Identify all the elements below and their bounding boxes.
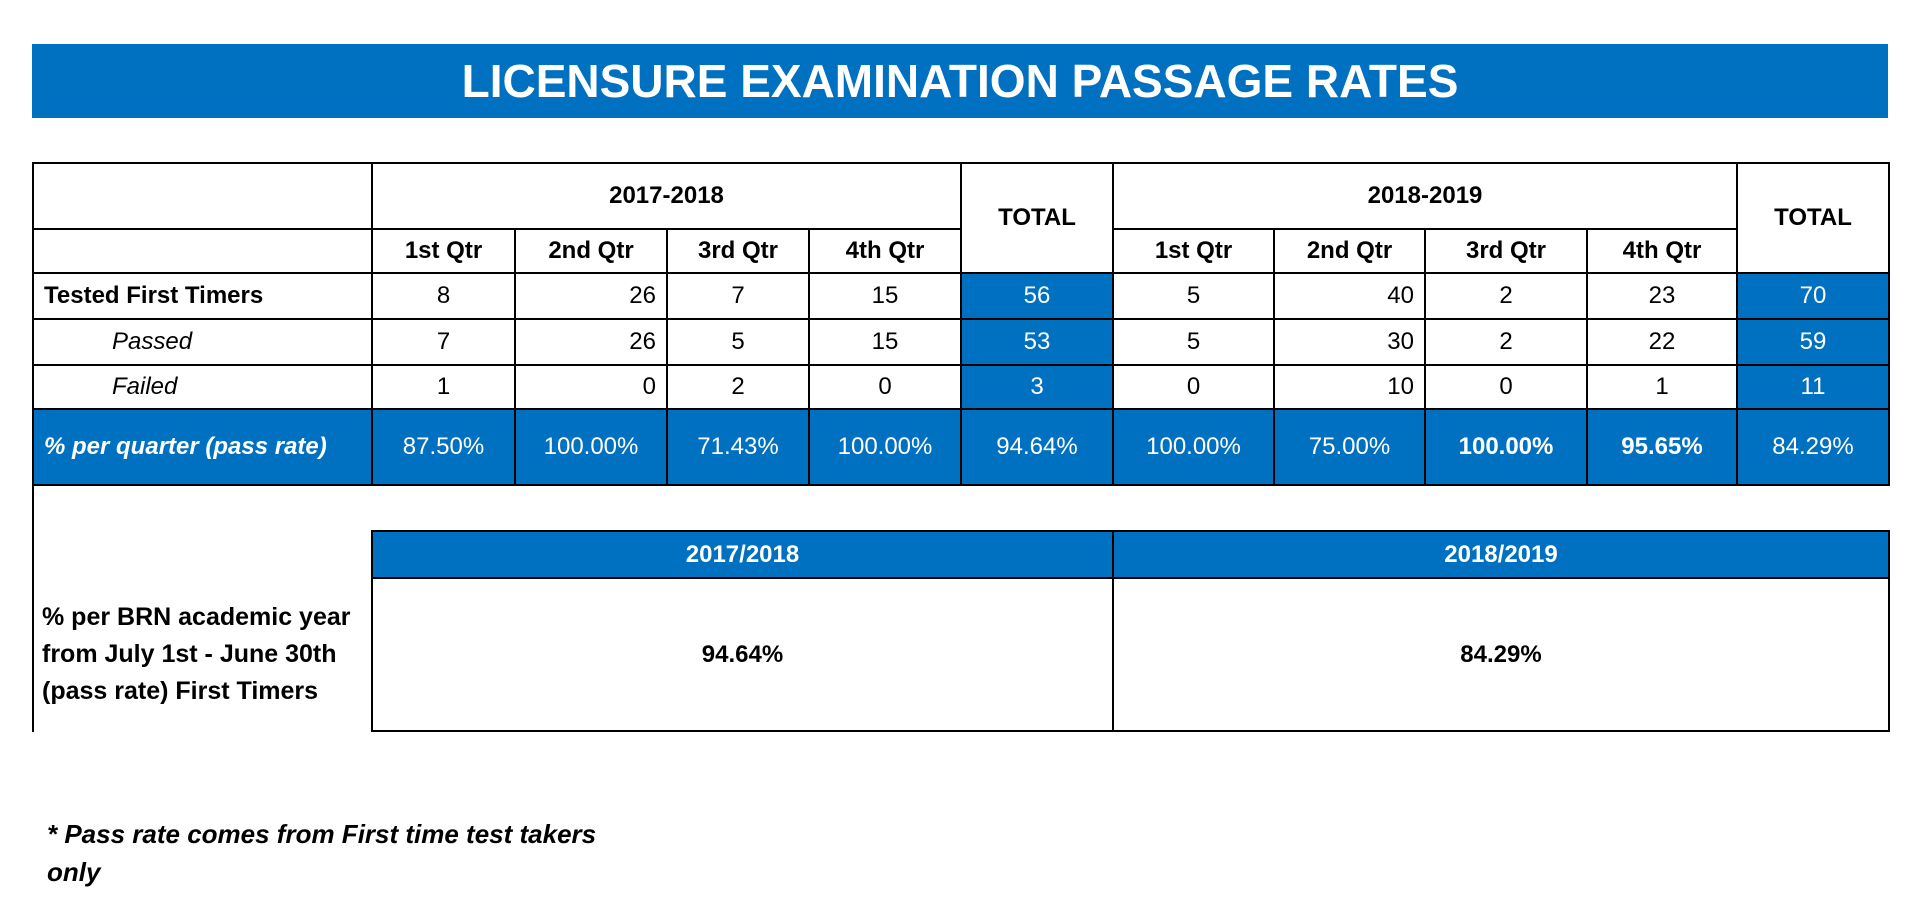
value-cell: 53: [960, 318, 1114, 366]
value-cell: 30: [1273, 318, 1426, 366]
value-cell: 2: [666, 364, 810, 410]
value-cell: 11: [1736, 364, 1890, 410]
value-cell: 84.29%: [1736, 408, 1890, 486]
value-cell: 100.00%: [514, 408, 668, 486]
value-cell: 0: [808, 364, 962, 410]
value-cell: 7: [666, 272, 810, 320]
row-label: Tested First Timers: [32, 272, 373, 320]
summary-value: 84.29%: [1112, 577, 1890, 732]
title: LICENSURE EXAMINATION PASSAGE RATES: [32, 44, 1888, 118]
value-cell: 100.00%: [1112, 408, 1275, 486]
value-cell: 100.00%: [808, 408, 962, 486]
value-cell: 23: [1586, 272, 1738, 320]
value-cell: 70: [1736, 272, 1890, 320]
value-cell: 3: [960, 364, 1114, 410]
row-label: Passed: [32, 318, 373, 366]
value-cell: 15: [808, 272, 962, 320]
value-cell: 5: [1112, 272, 1275, 320]
value-cell: 0: [1112, 364, 1275, 410]
quarter-header: 1st Qtr: [371, 228, 516, 274]
value-cell: 75.00%: [1273, 408, 1426, 486]
total-header: TOTAL: [960, 162, 1114, 274]
value-cell: 22: [1586, 318, 1738, 366]
empty-cell: [32, 228, 373, 274]
quarter-header: 4th Qtr: [1586, 228, 1738, 274]
summary-header: 2018/2019: [1112, 530, 1890, 579]
row-label: Failed: [32, 364, 373, 410]
summary-label: % per BRN academic year from July 1st - …: [42, 603, 351, 705]
quarter-header: 4th Qtr: [808, 228, 962, 274]
value-cell: 0: [514, 364, 668, 410]
value-cell: 1: [1586, 364, 1738, 410]
value-cell: 5: [1112, 318, 1275, 366]
value-cell: 2: [1424, 318, 1588, 366]
quarter-header: 2nd Qtr: [1273, 228, 1426, 274]
value-cell: 94.64%: [960, 408, 1114, 486]
value-cell: 26: [514, 272, 668, 320]
value-cell: 7: [371, 318, 516, 366]
value-cell: 95.65%: [1586, 408, 1738, 486]
group-header: 2018-2019: [1112, 162, 1738, 230]
summary-header: 2017/2018: [371, 530, 1114, 579]
value-cell: 26: [514, 318, 668, 366]
value-cell: 5: [666, 318, 810, 366]
value-cell: 59: [1736, 318, 1890, 366]
quarter-header: 3rd Qtr: [666, 228, 810, 274]
value-cell: 100.00%: [1424, 408, 1588, 486]
row-label: % per quarter (pass rate): [32, 408, 373, 486]
value-cell: 56: [960, 272, 1114, 320]
empty-cell: [32, 162, 373, 230]
total-header: TOTAL: [1736, 162, 1890, 274]
quarter-header: 1st Qtr: [1112, 228, 1275, 274]
quarter-header: 3rd Qtr: [1424, 228, 1588, 274]
value-cell: 10: [1273, 364, 1426, 410]
group-header: 2017-2018: [371, 162, 962, 230]
value-cell: 1: [371, 364, 516, 410]
value-cell: 0: [1424, 364, 1588, 410]
summary-value: 94.64%: [371, 577, 1114, 732]
quarter-header: 2nd Qtr: [514, 228, 668, 274]
value-cell: 2: [1424, 272, 1588, 320]
value-cell: 71.43%: [666, 408, 810, 486]
left-edge: [32, 484, 34, 732]
footnote: * Pass rate comes from First time test t…: [47, 819, 597, 887]
value-cell: 40: [1273, 272, 1426, 320]
value-cell: 15: [808, 318, 962, 366]
value-cell: 87.50%: [371, 408, 516, 486]
value-cell: 8: [371, 272, 516, 320]
